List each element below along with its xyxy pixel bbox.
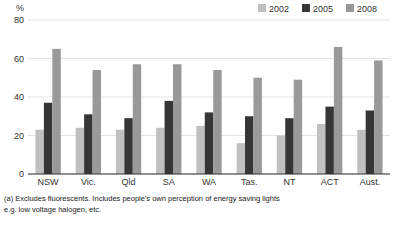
bar: [173, 64, 181, 174]
bar: [44, 103, 52, 174]
legend-label: 2008: [357, 4, 377, 14]
chart-container: 0 20 40 60 80% NSW Vic. Qld SA WA Tas. NT ACT Aust. 20…: [0, 0, 397, 227]
x-tick-label: Tas.: [241, 177, 258, 187]
bar: [374, 60, 382, 174]
chart: 0 20 40 60 80% NSW Vic. Qld SA WA Tas. NT ACT Aust. 20…: [0, 0, 397, 227]
bar: [76, 128, 84, 174]
legend: 2002 2005 2008: [258, 4, 377, 14]
y-tick-label: 80: [14, 15, 24, 25]
grid-line: [28, 20, 390, 21]
y-axis-label: %: [16, 3, 24, 13]
y-tick-label: 0: [19, 169, 24, 179]
footnote: e.g. low voltage halogen, etc.: [4, 205, 101, 214]
x-tick-label: SA: [163, 177, 175, 187]
y-tick-label: 20: [14, 131, 24, 141]
y-tick-label: 60: [14, 54, 24, 64]
x-tick-label: Vic.: [81, 177, 96, 187]
x-tick-label: Aust.: [360, 177, 381, 187]
legend-swatch: [258, 4, 266, 12]
bar: [317, 124, 325, 174]
bar: [124, 118, 132, 174]
bars: [35, 47, 382, 174]
x-tick-label: WA: [202, 177, 216, 187]
bar: [357, 130, 365, 174]
bar: [84, 114, 92, 174]
bar: [165, 101, 173, 174]
grid-line: [28, 174, 390, 175]
legend-swatch: [346, 4, 354, 12]
bar: [237, 143, 245, 174]
bar: [334, 47, 342, 174]
x-tick-label: ACT: [321, 177, 340, 187]
bar: [253, 78, 261, 174]
legend-label: 2005: [313, 4, 333, 14]
bar: [35, 130, 43, 174]
bar: [294, 80, 302, 174]
x-tick-label: NT: [283, 177, 295, 187]
legend-swatch: [302, 4, 310, 12]
grid: [28, 20, 390, 174]
bar: [133, 64, 141, 174]
x-tick-label: Qld: [122, 177, 136, 187]
bar: [93, 70, 101, 174]
bar: [277, 136, 285, 175]
footnote: (a) Excludes fluorescents. Includes peop…: [4, 194, 280, 203]
y-tick-label: 40: [14, 92, 24, 102]
bar: [366, 110, 374, 174]
bar: [156, 128, 164, 174]
bar: [245, 116, 253, 174]
bar: [196, 126, 204, 174]
bar: [52, 49, 60, 174]
x-tick-label: NSW: [38, 177, 60, 187]
bar: [213, 70, 221, 174]
bar: [285, 118, 293, 174]
bar: [325, 107, 333, 174]
legend-label: 2002: [269, 4, 289, 14]
x-axis-line: [28, 174, 390, 175]
bar: [116, 130, 124, 174]
bar: [205, 112, 213, 174]
